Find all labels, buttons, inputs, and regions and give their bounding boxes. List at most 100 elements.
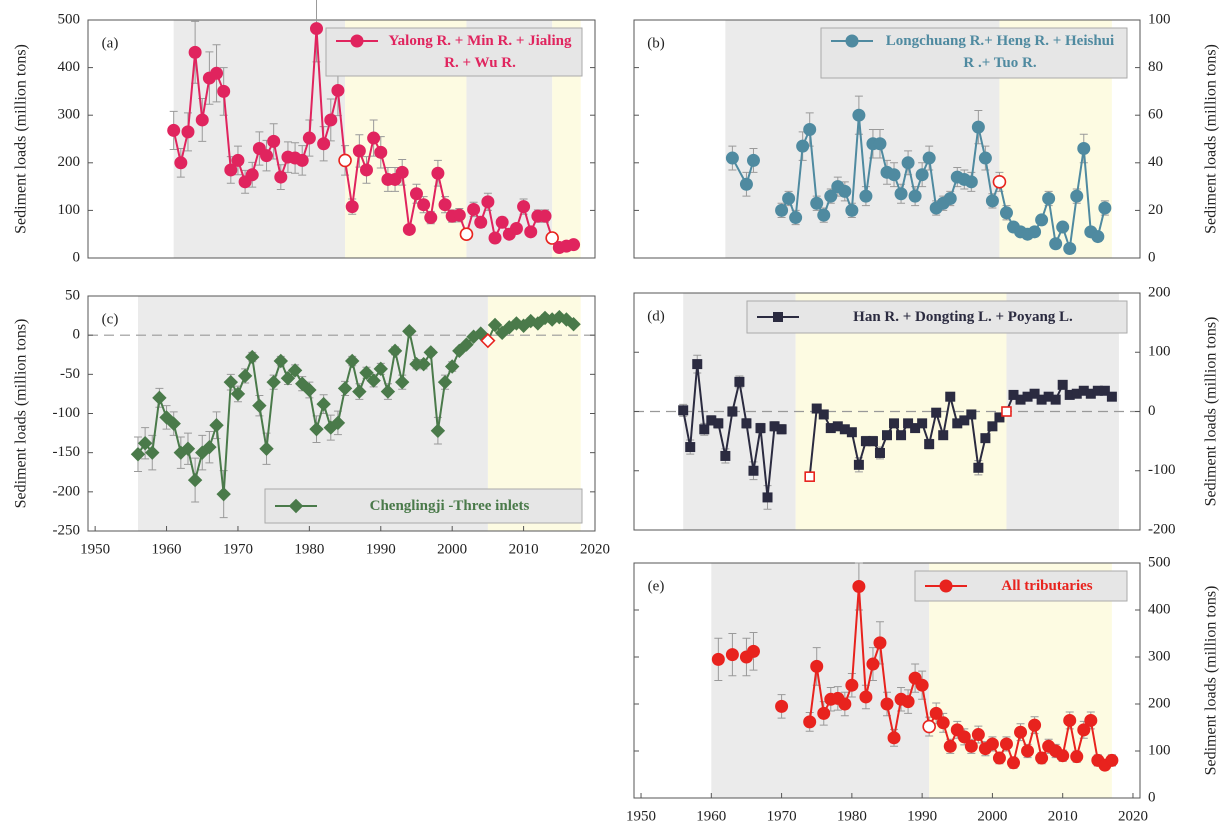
marker <box>894 187 908 201</box>
marker <box>1105 753 1119 767</box>
marker <box>237 368 253 384</box>
legend-label: Chenglingji -Three inlets <box>369 498 530 514</box>
marker <box>152 390 167 406</box>
marker <box>838 697 852 711</box>
marker <box>159 410 174 425</box>
marker <box>130 447 146 462</box>
marker <box>924 439 935 450</box>
y-tick-label: 400 <box>58 59 81 75</box>
marker <box>330 415 346 431</box>
marker <box>746 153 760 167</box>
marker <box>309 421 324 437</box>
panel-label: (a) <box>102 35 119 51</box>
marker <box>210 66 224 80</box>
marker <box>1035 751 1049 765</box>
y-tick-label: 0 <box>73 327 81 343</box>
x-tick-label: 2000 <box>977 808 1007 824</box>
marker <box>1077 142 1091 156</box>
x-tick-label: 1950 <box>626 808 656 824</box>
legend-entry: Yalong R. + Min R. + Jialing R. + Wu R. <box>389 33 572 71</box>
marker <box>495 215 509 229</box>
y-tick-label: -250 <box>53 522 81 538</box>
marker <box>487 317 503 333</box>
marker <box>1035 213 1049 227</box>
y-axis-label: Sediment loads (million tons) <box>13 44 30 234</box>
marker <box>310 22 324 36</box>
y-tick-label: 300 <box>1148 648 1171 664</box>
marker <box>957 730 971 744</box>
marker <box>223 374 239 390</box>
marker <box>859 189 873 203</box>
y-tick-label: 0 <box>1148 789 1156 805</box>
marker <box>266 374 281 390</box>
marker <box>818 409 829 420</box>
y-tick-label: 200 <box>1148 284 1171 300</box>
x-tick-label: 1980 <box>294 541 324 557</box>
marker <box>259 441 274 456</box>
marker <box>852 580 866 593</box>
marker <box>409 187 423 201</box>
marker <box>366 373 381 388</box>
marker <box>260 149 274 163</box>
marker <box>866 657 880 671</box>
marker <box>896 430 907 441</box>
y-tick-label: 500 <box>1148 554 1171 570</box>
marker <box>202 439 217 455</box>
marker <box>692 359 703 370</box>
marker <box>245 349 260 365</box>
marker <box>1057 379 1068 390</box>
marker <box>180 441 196 456</box>
marker <box>1042 192 1056 205</box>
marker <box>725 151 739 165</box>
legend-box <box>746 300 1128 334</box>
panel-label: (c) <box>102 311 119 327</box>
period-band <box>711 563 930 798</box>
marker <box>773 312 783 322</box>
marker <box>971 120 985 134</box>
marker <box>685 442 696 453</box>
marker <box>181 125 195 139</box>
marker <box>252 398 267 413</box>
y-tick-label: 0 <box>1148 249 1156 265</box>
marker <box>938 430 949 441</box>
marker <box>474 215 488 229</box>
marker <box>1029 388 1040 399</box>
marker <box>699 424 710 435</box>
marker <box>373 361 388 377</box>
marker <box>739 177 753 191</box>
legend-entry: Han R. + Dongting L. + Poyang L. <box>853 309 1073 325</box>
y-tick-label: -150 <box>53 444 81 460</box>
marker <box>776 424 787 435</box>
y-tick-label: 100 <box>58 202 81 218</box>
marker <box>552 309 567 325</box>
marker <box>267 134 281 148</box>
marker <box>845 203 859 217</box>
marker <box>437 374 453 390</box>
marker <box>1077 723 1091 737</box>
marker <box>880 697 894 711</box>
marker <box>931 407 942 418</box>
legend-entry: Chenglingji -Three inlets <box>369 498 530 514</box>
plot-frame <box>633 19 1141 259</box>
y-tick-label: -50 <box>60 366 80 382</box>
marker <box>810 659 824 673</box>
marker <box>230 386 246 402</box>
marker <box>350 34 364 48</box>
marker <box>964 739 978 753</box>
marker <box>734 376 745 387</box>
marker <box>782 192 796 205</box>
y-tick-label: 60 <box>1148 107 1163 123</box>
marker <box>1049 237 1063 251</box>
marker <box>901 156 915 170</box>
marker <box>713 418 724 429</box>
marker <box>1063 241 1077 255</box>
marker <box>775 203 789 217</box>
marker <box>845 34 859 48</box>
marker <box>473 326 488 341</box>
y-tick-label: 100 <box>1148 742 1171 758</box>
marker <box>945 391 956 402</box>
marker <box>929 706 943 720</box>
y-tick-label: 100 <box>1148 344 1171 360</box>
marker <box>280 371 296 386</box>
marker <box>245 168 259 182</box>
